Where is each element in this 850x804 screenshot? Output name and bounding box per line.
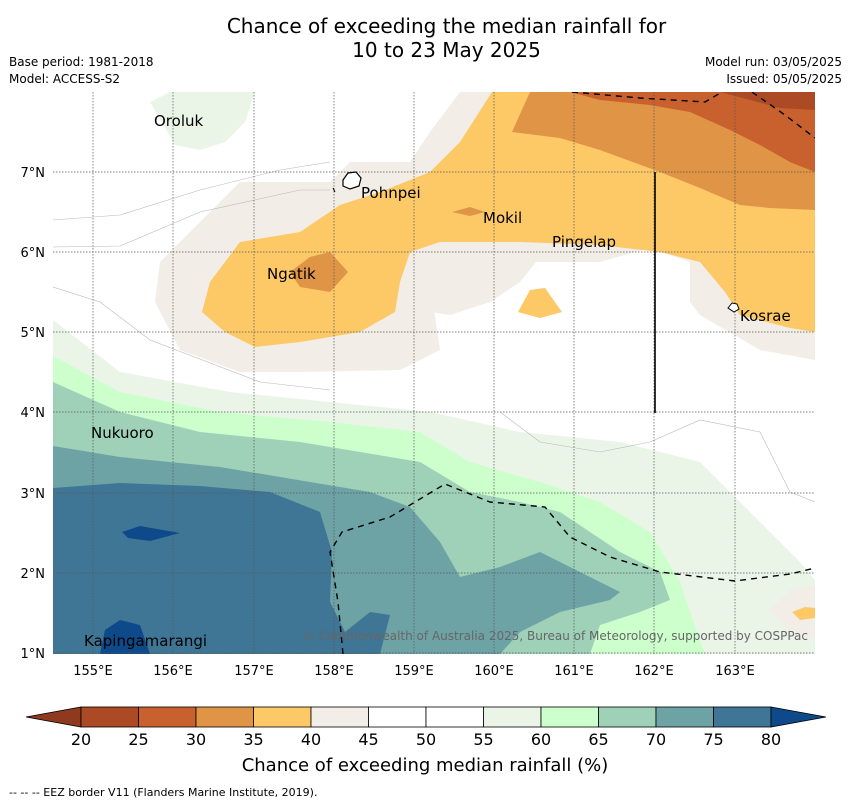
zone-20-25	[720, 92, 815, 110]
lon-tick-161: 161°E	[554, 664, 594, 679]
zone-75-80	[53, 483, 390, 654]
lon-tick-155: 155°E	[73, 664, 113, 679]
pohnpei-islet	[332, 187, 336, 193]
colorbar-bin-70-75	[655, 706, 714, 728]
cb-tick-45: 45	[358, 730, 378, 749]
eez-border-south	[329, 483, 815, 654]
pohnpei-island	[342, 171, 362, 190]
model-run-label: Model run: 03/05/2025	[704, 55, 842, 69]
eez-borders	[329, 92, 815, 654]
eez-footnote: -- -- -- EEZ border V11 (Flanders Marine…	[9, 786, 318, 799]
cb-tick-25: 25	[128, 730, 148, 749]
lat-tick-5: 5°N	[21, 326, 46, 341]
colorbar-bin-60-65	[540, 706, 599, 728]
colorbar	[25, 706, 827, 728]
colorbar-bin-65-70	[598, 706, 657, 728]
cb-tick-35: 35	[243, 730, 263, 749]
contour-lines	[53, 161, 815, 503]
zone-25-30	[570, 92, 815, 172]
lat-tick-7: 7°N	[21, 166, 46, 181]
forecast-map: Oroluk Pohnpei Mokil Pingelap Ngatik Kos…	[53, 92, 815, 654]
cb-tick-60: 60	[531, 730, 551, 749]
zone-40-45-hole	[402, 250, 540, 315]
cb-tick-50: 50	[416, 730, 436, 749]
place-oroluk: Oroluk	[154, 112, 203, 130]
colorbar-bin-20-25	[80, 706, 139, 728]
lat-tick-3: 3°N	[21, 487, 46, 502]
colorbar-bin-55-60	[483, 706, 542, 728]
lat-tick-4: 4°N	[21, 406, 46, 421]
base-period-label: Base period: 1981-2018	[9, 55, 154, 69]
lon-tick-160: 160°E	[474, 664, 514, 679]
model-label: Model: ACCESS-S2	[9, 72, 121, 86]
lon-tick-162: 162°E	[634, 664, 674, 679]
lon-tick-156: 156°E	[153, 664, 193, 679]
zone-30-35-patch-mokil	[452, 207, 485, 216]
colorbar-bin-50-55	[425, 706, 484, 728]
cb-tick-65: 65	[588, 730, 608, 749]
colorbar-bin-25-30	[138, 706, 197, 728]
place-pohnpei: Pohnpei	[361, 184, 421, 202]
zone-55-60-patch-nw	[150, 92, 255, 150]
title-line-2: 10 to 23 May 2025	[352, 38, 541, 62]
place-kapingamarangi: Kapingamarangi	[84, 632, 207, 650]
contour-line-2	[53, 286, 331, 391]
colorbar-bin-45-50	[368, 706, 427, 728]
contour-line-1	[53, 189, 330, 248]
copyright-notice: © Commonwealth of Australia 2025, Bureau…	[303, 629, 808, 643]
eez-border-north	[571, 92, 815, 139]
issued-label: Issued: 05/05/2025	[726, 72, 842, 86]
meta-left: Base period: 1981-2018 Model: ACCESS-S2	[9, 54, 154, 88]
map-title: Chance of exceeding the median rainfall …	[0, 14, 850, 62]
contour-line-3	[499, 411, 815, 503]
cb-tick-40: 40	[301, 730, 321, 749]
place-ngatik: Ngatik	[267, 265, 316, 283]
lat-tick-6: 6°N	[21, 246, 46, 261]
title-line-1: Chance of exceeding the median rainfall …	[226, 14, 667, 38]
zone-80-patch-1	[122, 526, 180, 541]
colorbar-ticks: 20 25 30 35 40 45 50 55 60 65 70 75 80	[71, 730, 781, 749]
graticule	[53, 92, 815, 654]
lat-tick-2: 2°N	[21, 567, 46, 582]
cb-tick-75: 75	[703, 730, 723, 749]
lon-tick-157: 157°E	[234, 664, 274, 679]
cb-tick-55: 55	[473, 730, 493, 749]
cb-tick-30: 30	[186, 730, 206, 749]
place-pingelap: Pingelap	[552, 233, 616, 251]
lon-tick-labels: 155°E 156°E 157°E 158°E 159°E 160°E 161°…	[73, 664, 755, 679]
zone-35-40-patch-south	[518, 288, 562, 318]
zone-35-40-patch-se	[792, 607, 815, 620]
colorbar-extend-high	[770, 706, 827, 728]
lon-tick-158: 158°E	[314, 664, 354, 679]
meta-right: Model run: 03/05/2025 Issued: 05/05/2025	[705, 54, 842, 88]
colorbar-bin-75-80	[713, 706, 772, 728]
lat-tick-1: 1°N	[21, 647, 46, 662]
colorbar-bin-35-40	[253, 706, 312, 728]
lat-tick-labels: 7°N 6°N 5°N 4°N 3°N 2°N 1°N	[21, 166, 46, 662]
kosrae-island	[727, 302, 740, 313]
zone-30-35-patch-ngatik	[290, 252, 348, 292]
lon-tick-159: 159°E	[394, 664, 434, 679]
colorbar-bin-30-35	[195, 706, 254, 728]
cb-tick-70: 70	[646, 730, 666, 749]
zone-80-patch-2	[100, 620, 150, 654]
cb-tick-20: 20	[71, 730, 91, 749]
colorbar-extend-low	[25, 706, 82, 728]
cb-tick-80: 80	[761, 730, 781, 749]
contour-line-4	[53, 161, 331, 221]
place-kosrae: Kosrae	[740, 307, 791, 325]
place-nukuoro: Nukuoro	[91, 424, 154, 442]
colorbar-bin-40-45	[310, 706, 369, 728]
lon-tick-163: 163°E	[715, 664, 755, 679]
colorbar-label: Chance of exceeding median rainfall (%)	[241, 755, 609, 776]
place-mokil: Mokil	[483, 209, 522, 227]
